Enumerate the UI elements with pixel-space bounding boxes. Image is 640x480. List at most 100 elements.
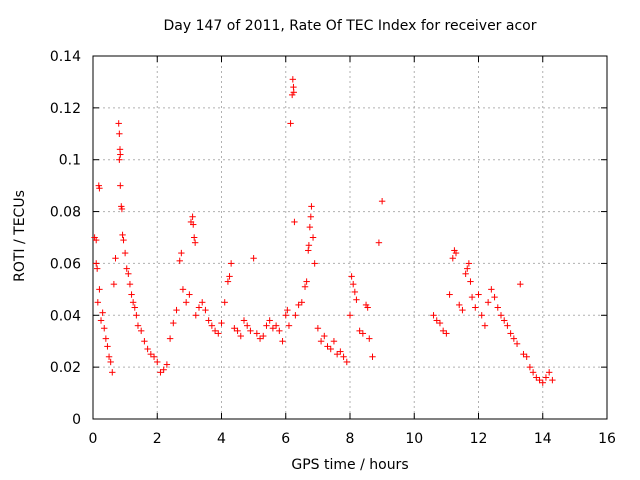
data-point: [340, 353, 347, 360]
data-point: [190, 221, 197, 228]
data-point: [343, 358, 350, 366]
data-point: [115, 120, 122, 127]
data-points-layer: [91, 76, 556, 386]
data-point: [307, 213, 315, 220]
y-tick-label: 0.04: [50, 308, 81, 324]
data-point: [227, 260, 235, 267]
data-point: [147, 350, 155, 358]
data-point: [170, 319, 177, 327]
data-point: [517, 280, 524, 288]
tick-labels-layer: 0 2 4 6 8 10 12 14 16 0 0.02 0.04 0.06 0.08 0.1 0.12 0.1…: [50, 49, 616, 447]
data-point: [287, 120, 294, 127]
data-point: [157, 369, 164, 376]
data-point: [160, 366, 167, 373]
data-point: [481, 322, 489, 329]
data-point: [317, 338, 325, 345]
data-point: [351, 288, 359, 296]
y-tick-label: 0.06: [50, 256, 81, 272]
data-point: [375, 239, 383, 246]
data-point: [93, 265, 101, 272]
data-point: [359, 330, 367, 337]
data-point: [501, 317, 508, 324]
data-point: [104, 343, 111, 350]
data-point: [154, 358, 161, 366]
data-point: [133, 312, 140, 319]
data-point: [478, 312, 485, 319]
data-point: [199, 299, 206, 306]
data-point: [117, 182, 124, 189]
x-tick-label: 0: [89, 431, 98, 447]
data-point: [507, 330, 514, 337]
data-point: [436, 319, 444, 327]
data-point: [282, 312, 289, 319]
data-point: [192, 312, 199, 319]
data-point: [452, 249, 460, 257]
data-point: [117, 151, 124, 158]
grid-layer: [93, 56, 607, 419]
data-point: [510, 335, 518, 342]
data-point: [211, 327, 219, 335]
data-point: [314, 325, 322, 332]
data-point: [533, 374, 540, 381]
data-point: [491, 293, 498, 301]
data-point: [290, 89, 297, 96]
data-point: [237, 332, 244, 340]
y-tick-label: 0.08: [50, 205, 81, 221]
data-point: [276, 327, 283, 335]
y-tick-label: 0.02: [50, 360, 81, 376]
data-point: [305, 247, 312, 254]
data-point: [208, 322, 216, 329]
data-point: [475, 291, 482, 298]
y-tick-label: 0: [72, 412, 81, 428]
data-point: [462, 270, 469, 277]
data-point: [141, 338, 148, 345]
data-point: [545, 369, 553, 376]
data-point: [224, 278, 232, 285]
data-point: [134, 322, 142, 329]
data-point: [112, 255, 119, 262]
data-point: [121, 249, 129, 257]
data-point: [494, 304, 501, 311]
data-point: [118, 205, 126, 213]
data-point: [542, 374, 550, 381]
data-point: [346, 312, 354, 319]
data-point: [166, 335, 174, 342]
data-point: [333, 350, 341, 358]
data-point: [526, 363, 534, 371]
data-point: [378, 198, 386, 205]
data-point: [337, 348, 344, 355]
data-point: [520, 350, 527, 358]
data-point: [305, 242, 313, 249]
data-point: [449, 255, 456, 262]
data-point: [186, 291, 193, 298]
data-point: [163, 361, 171, 368]
data-point: [523, 353, 530, 360]
data-point: [221, 299, 228, 306]
y-tick-label: 0.12: [50, 101, 81, 117]
data-point: [260, 332, 267, 340]
data-point: [215, 330, 222, 337]
x-tick-label: 2: [153, 431, 162, 447]
data-point: [464, 265, 471, 272]
data-point: [190, 234, 198, 241]
data-point: [231, 325, 238, 332]
data-point: [504, 322, 511, 329]
x-axis-label: GPS time / hours: [291, 457, 409, 473]
data-point: [364, 304, 371, 311]
data-point: [178, 249, 185, 257]
data-point: [467, 278, 474, 285]
data-point: [303, 278, 310, 285]
data-point: [240, 317, 248, 324]
data-point: [330, 338, 338, 345]
x-tick-label: 4: [217, 431, 226, 447]
data-point: [439, 327, 447, 335]
data-point: [123, 265, 130, 272]
data-point: [327, 345, 334, 353]
data-point: [179, 286, 187, 293]
data-point: [176, 257, 183, 265]
data-point: [120, 236, 127, 244]
data-point: [97, 317, 105, 324]
y-tick-label: 0.1: [59, 153, 81, 169]
data-point: [295, 301, 302, 309]
